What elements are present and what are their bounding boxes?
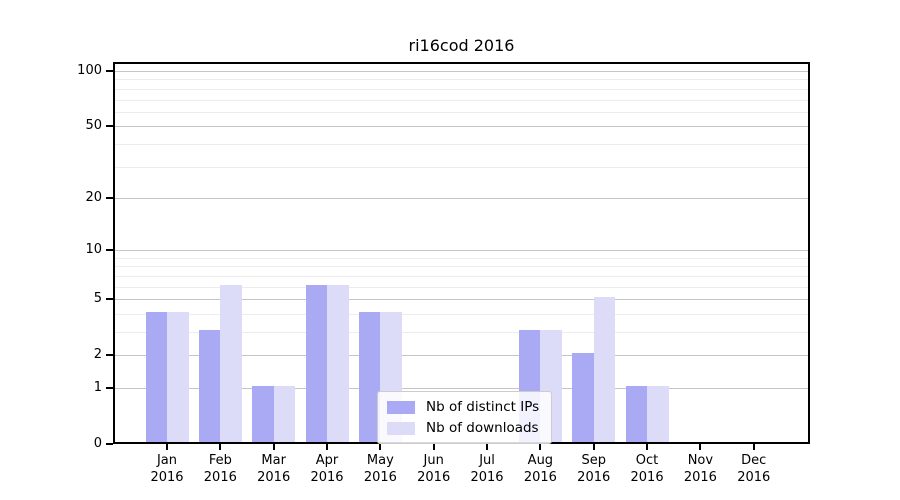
x-tick-label-jun: Jun 2016 — [417, 453, 451, 485]
gridline-minor — [115, 99, 808, 101]
gridline-minor — [115, 111, 808, 113]
gridline-minor — [115, 275, 808, 277]
x-tick-mark — [219, 444, 222, 450]
legend: Nb of distinct IPs Nb of downloads — [377, 391, 553, 444]
bar-ips-oct — [625, 386, 648, 442]
x-tick-label-feb: Feb 2016 — [203, 453, 237, 485]
y-tick-mark — [106, 70, 113, 73]
legend-label-downloads: Nb of downloads — [426, 420, 539, 436]
bar-downloads-apr — [327, 284, 349, 442]
gridline-major — [115, 126, 808, 128]
y-tick-mark — [106, 386, 113, 389]
bar-ips-mar — [252, 386, 274, 442]
gridline-major — [115, 197, 808, 199]
y-tick-label: 20 — [85, 189, 102, 205]
x-tick-label-mar: Mar 2016 — [257, 453, 291, 485]
gridline-major — [115, 387, 808, 389]
x-tick-label-dec: Dec 2016 — [737, 453, 771, 485]
x-tick-mark — [326, 444, 329, 450]
x-tick-mark — [539, 444, 542, 450]
x-tick-mark — [379, 444, 382, 450]
x-tick-mark — [646, 444, 649, 450]
gridline-minor — [115, 257, 808, 259]
y-tick-mark — [106, 249, 113, 252]
bar-ips-feb — [198, 329, 221, 442]
gridline-major — [115, 71, 808, 73]
bar-ips-jan — [145, 311, 167, 442]
gridline-minor — [115, 266, 808, 268]
x-tick-label-jul: Jul 2016 — [470, 453, 504, 485]
gridline-minor — [115, 143, 808, 145]
gridline-minor — [115, 88, 808, 90]
bar-downloads-feb — [220, 284, 242, 442]
bar-downloads-sep — [593, 297, 616, 442]
gridline-minor — [115, 331, 808, 333]
bar-downloads-oct — [647, 386, 669, 442]
y-tick-label: 1 — [93, 379, 102, 395]
x-tick-mark — [486, 444, 489, 450]
x-tick-label-oct: Oct 2016 — [630, 453, 664, 485]
y-tick-mark — [106, 125, 113, 128]
x-tick-label-jan: Jan 2016 — [150, 453, 184, 485]
legend-label-distinct-ips: Nb of distinct IPs — [426, 399, 540, 415]
y-tick-mark — [106, 298, 113, 301]
x-tick-label-sep: Sep 2016 — [577, 453, 611, 485]
y-tick-label: 100 — [77, 63, 102, 79]
x-tick-mark — [699, 444, 702, 450]
gridline-major — [115, 355, 808, 357]
x-tick-label-apr: Apr 2016 — [310, 453, 344, 485]
gridline-minor — [115, 166, 808, 168]
gridline-minor — [115, 79, 808, 81]
bar-ips-sep — [572, 353, 594, 442]
bar-ips-may — [358, 311, 381, 442]
y-tick-mark — [106, 196, 113, 199]
x-tick-mark — [592, 444, 595, 450]
gridline-minor — [115, 313, 808, 315]
x-tick-mark — [432, 444, 435, 450]
x-tick-mark — [752, 444, 755, 450]
bar-downloads-mar — [273, 386, 296, 442]
legend-item-downloads: Nb of downloads — [387, 420, 539, 436]
plot-area: Nb of distinct IPs Nb of downloads — [113, 62, 810, 444]
legend-item-distinct-ips: Nb of distinct IPs — [387, 399, 539, 415]
bar-downloads-jan — [167, 311, 189, 442]
x-tick-label-may: May 2016 — [363, 453, 397, 485]
y-tick-label: 0 — [93, 436, 102, 451]
gridline-major — [115, 250, 808, 252]
y-tick-label: 5 — [93, 291, 102, 307]
y-tick-mark — [106, 443, 113, 445]
gridline-major — [115, 299, 808, 301]
legend-swatch-distinct-ips-icon — [387, 400, 415, 414]
x-tick-mark — [166, 444, 168, 450]
x-tick-label-aug: Aug 2016 — [523, 453, 557, 485]
y-tick-label: 2 — [93, 347, 102, 363]
gridline-minor — [115, 286, 808, 288]
legend-swatch-downloads-icon — [387, 421, 415, 435]
y-tick-label: 50 — [85, 118, 102, 134]
x-tick-label-nov: Nov 2016 — [683, 453, 717, 485]
y-tick-label: 10 — [85, 242, 102, 258]
chart-title: ri16cod 2016 — [408, 36, 515, 55]
bar-ips-apr — [305, 284, 328, 442]
y-tick-mark — [106, 354, 113, 357]
x-tick-mark — [272, 444, 275, 450]
